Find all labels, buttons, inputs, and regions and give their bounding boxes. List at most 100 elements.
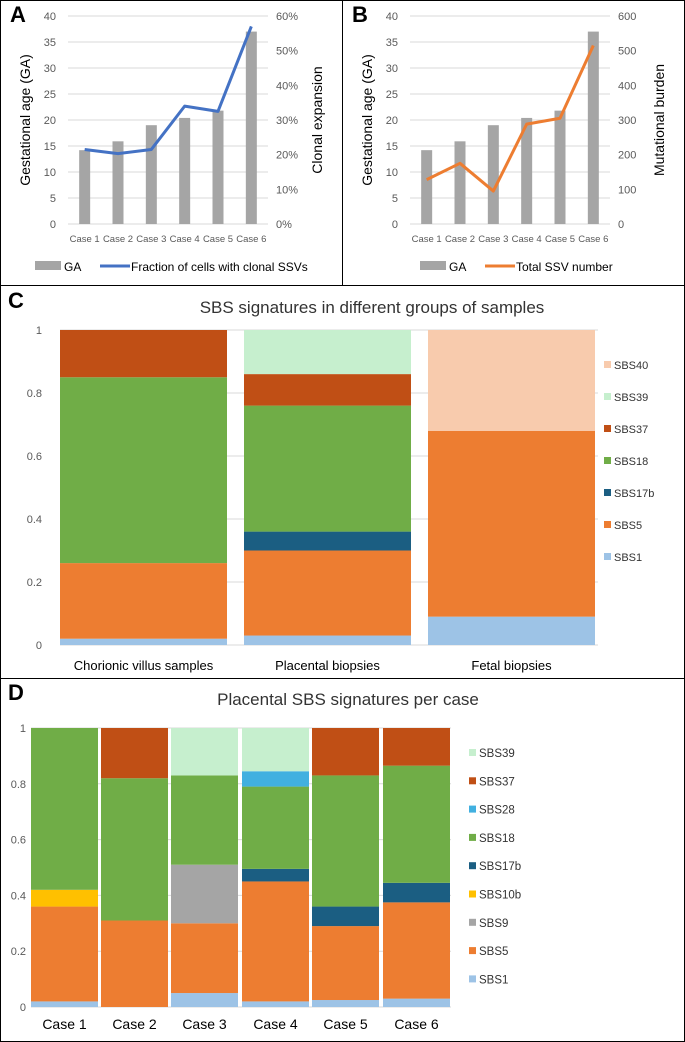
x-tick-label: Case 4 bbox=[170, 234, 200, 245]
bar-segment-sbs37 bbox=[60, 330, 227, 378]
y-tick-label: 15 bbox=[386, 141, 398, 153]
legend-label: SBS18 bbox=[614, 456, 648, 468]
bar-segment-sbs18 bbox=[60, 377, 227, 564]
legend-swatch bbox=[469, 947, 476, 955]
bar-ga bbox=[421, 150, 433, 224]
bar-segment-sbs1 bbox=[383, 998, 450, 1007]
legend-label: SBS5 bbox=[614, 520, 642, 532]
y-tick-label: 0.8 bbox=[11, 779, 26, 791]
bar-segment-sbs1 bbox=[312, 1000, 379, 1007]
y2-tick-label: 0 bbox=[618, 219, 624, 231]
bar-segment-sbs5 bbox=[383, 902, 450, 999]
bar-segment-sbs5 bbox=[312, 926, 379, 1001]
bar-ga bbox=[487, 125, 499, 224]
y-tick-label: 40 bbox=[44, 11, 56, 23]
bar-segment-sbs17b bbox=[244, 531, 411, 551]
chart-title: Placental SBS signatures per case bbox=[217, 690, 479, 709]
x-tick-label: Case 3 bbox=[182, 1016, 227, 1032]
panel-label: A bbox=[10, 2, 26, 27]
legend-swatch bbox=[469, 777, 476, 785]
y2-tick-label: 0% bbox=[276, 219, 292, 231]
legend-swatch bbox=[469, 833, 476, 841]
y-tick-label: 5 bbox=[50, 193, 56, 205]
bar-segment-sbs1 bbox=[244, 635, 411, 645]
line-series bbox=[84, 25, 253, 156]
x-tick-label: Case 5 bbox=[203, 234, 233, 245]
y-tick-label: 25 bbox=[44, 89, 56, 101]
line-series bbox=[426, 44, 595, 193]
x-tick-label: Case 2 bbox=[445, 234, 475, 245]
x-tick-label: Case 1 bbox=[412, 234, 442, 245]
legend-swatch bbox=[469, 890, 476, 898]
bar-segment-sbs5 bbox=[31, 906, 98, 1002]
bar-segment-sbs1 bbox=[428, 616, 595, 645]
bar-segment-sbs18 bbox=[31, 728, 98, 890]
bar-segment-sbs17b bbox=[242, 868, 309, 882]
y2-tick-label: 400 bbox=[618, 80, 636, 92]
y-tick-label: 0 bbox=[20, 1002, 26, 1014]
legend-label: SBS17b bbox=[614, 488, 654, 500]
y-tick-label: 35 bbox=[386, 37, 398, 49]
y-tick-label: 0.2 bbox=[27, 577, 42, 589]
legend-swatch-ga bbox=[35, 261, 61, 270]
bar-segment-sbs9 bbox=[171, 864, 238, 924]
bar-ga bbox=[454, 141, 466, 224]
legend-swatch bbox=[469, 918, 476, 926]
x-tick-label: Case 3 bbox=[136, 234, 166, 245]
bar-segment-sbs39 bbox=[171, 728, 238, 776]
bar-segment-sbs5 bbox=[101, 920, 168, 1007]
x-tick-label: Case 6 bbox=[236, 234, 266, 245]
legend-swatch bbox=[604, 457, 611, 464]
y-tick-label: 0 bbox=[50, 219, 56, 231]
y2-tick-label: 30% bbox=[276, 115, 298, 127]
bar-ga bbox=[521, 117, 533, 224]
y-tick-label: 1 bbox=[20, 723, 26, 735]
bar-segment-sbs5 bbox=[60, 563, 227, 639]
bar-segment-sbs17b bbox=[312, 906, 379, 927]
bar-segment-sbs5 bbox=[428, 430, 595, 617]
legend-label: SBS37 bbox=[614, 424, 648, 436]
bar-segment-sbs5 bbox=[171, 923, 238, 994]
panel-label: D bbox=[8, 680, 24, 705]
legend-label: SBS10b bbox=[479, 890, 521, 902]
bar-segment-sbs40 bbox=[428, 330, 595, 431]
bar-segment-sbs5 bbox=[242, 881, 309, 1002]
legend-swatch-ga bbox=[420, 261, 446, 270]
x-tick-label: Chorionic villus samples bbox=[74, 658, 214, 673]
legend-label: SBS39 bbox=[479, 748, 515, 760]
legend-swatch bbox=[604, 425, 611, 432]
y2-tick-label: 300 bbox=[618, 115, 636, 127]
y-tick-label: 0.8 bbox=[27, 388, 42, 400]
bar-ga bbox=[79, 150, 91, 224]
legend-label: SBS18 bbox=[479, 833, 515, 845]
bar-segment-sbs1 bbox=[60, 638, 227, 645]
legend-label: SBS1 bbox=[479, 974, 508, 986]
bar-segment-sbs37 bbox=[101, 728, 168, 779]
legend-label: SBS40 bbox=[614, 360, 648, 372]
bar-segment-sbs18 bbox=[383, 765, 450, 883]
y-tick-label: 20 bbox=[44, 115, 56, 127]
y-axis-title: Gestational age (GA) bbox=[359, 54, 375, 186]
y-tick-label: 0 bbox=[392, 219, 398, 231]
bar-ga bbox=[587, 31, 599, 224]
panel-c: C SBS signatures in different groups of s… bbox=[8, 288, 654, 673]
x-tick-label: Case 4 bbox=[253, 1016, 298, 1032]
x-tick-label: Placental biopsies bbox=[275, 658, 380, 673]
x-tick-label: Fetal biopsies bbox=[471, 658, 552, 673]
legend-swatch bbox=[469, 975, 476, 983]
y2-tick-label: 200 bbox=[618, 150, 636, 162]
bar-segment-sbs18 bbox=[242, 786, 309, 869]
legend-label: Fraction of cells with clonal SSVs bbox=[131, 260, 308, 274]
y2-axis-title: Mutational burden bbox=[651, 64, 667, 176]
y-tick-label: 30 bbox=[44, 63, 56, 75]
bar-ga bbox=[112, 141, 124, 224]
legend-swatch bbox=[469, 805, 476, 813]
x-tick-label: Case 1 bbox=[42, 1016, 87, 1032]
bar-segment-sbs10b bbox=[31, 889, 98, 907]
x-tick-label: Case 2 bbox=[112, 1016, 157, 1032]
panel-label: C bbox=[8, 288, 24, 313]
bar-segment-sbs39 bbox=[244, 330, 411, 375]
y-tick-label: 0.6 bbox=[27, 451, 42, 463]
y-tick-label: 0.4 bbox=[27, 514, 42, 526]
